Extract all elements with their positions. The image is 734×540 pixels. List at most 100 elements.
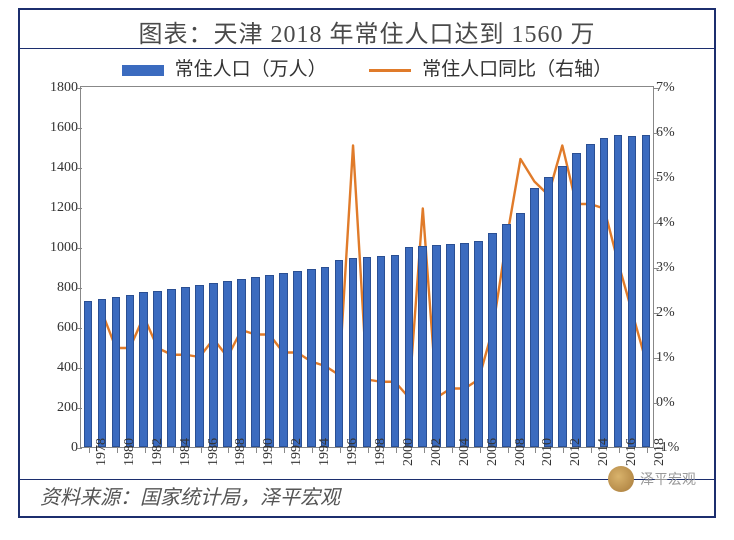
x-tick-label: 2004 [457,432,473,472]
bar [112,297,121,447]
y1-tick-label: 400 [42,360,78,376]
bar [251,277,260,447]
y1-tick [77,448,82,449]
x-tick-label: 2008 [513,432,529,472]
x-tick [173,448,174,453]
x-tick-label: 2006 [485,432,501,472]
x-tick [201,448,202,453]
bar [223,281,232,447]
x-tick [89,448,90,453]
watermark-text: 泽平宏观 [640,469,696,489]
x-tick-label: 1984 [178,432,194,472]
x-tick [508,448,509,453]
x-tick-label: 1998 [373,432,389,472]
y1-tick [77,128,82,129]
x-tick-label: 1982 [150,432,166,472]
y1-tick-label: 800 [42,280,78,296]
bar [405,247,414,447]
y1-tick-label: 1400 [42,160,78,176]
bar [363,257,372,447]
x-tick-label: 1988 [233,432,249,472]
y2-tick [654,358,659,359]
bar [321,267,330,447]
source-text: 资料来源：国家统计局，泽平宏观 [40,481,340,510]
x-tick [424,448,425,453]
bar [572,153,581,447]
y1-tick-label: 0 [42,440,78,456]
x-tick-label: 1996 [345,432,361,472]
bar [349,258,358,447]
x-tick [452,448,453,453]
bar [98,299,107,447]
y1-tick-label: 1800 [42,80,78,96]
x-tick-label: 2018 [652,432,668,472]
bar [488,233,497,447]
y2-tick-label: 0% [656,395,690,411]
chart-title: 图表：天津 2018 年常住人口达到 1560 万 [20,14,714,49]
x-tick [340,448,341,453]
legend-bar-label: 常住人口（万人） [175,59,327,80]
bar [279,273,288,447]
x-tick-label: 1992 [289,432,305,472]
y1-tick [77,408,82,409]
legend-line-label: 常住人口同比（右轴） [422,59,612,80]
bar [153,291,162,447]
bar [265,275,274,447]
x-tick-label: 1994 [317,432,333,472]
bar [446,244,455,447]
y2-tick [654,223,659,224]
legend-bar-swatch [122,65,164,76]
y2-tick-label: 6% [656,125,690,141]
x-tick-label: 2012 [568,432,584,472]
bar [614,135,623,447]
x-tick [368,448,369,453]
bar [167,289,176,447]
bar [586,144,595,447]
x-tick [256,448,257,453]
x-tick [563,448,564,453]
x-tick [535,448,536,453]
y2-tick [654,268,659,269]
plot-area [80,86,654,448]
y2-tick [654,313,659,314]
bar [195,285,204,447]
y1-tick [77,288,82,289]
y1-tick [77,328,82,329]
y2-tick [654,403,659,404]
bar [335,260,344,447]
y1-tick-label: 600 [42,320,78,336]
y2-tick-label: 1% [656,350,690,366]
bar [181,287,190,447]
x-tick-label: 2010 [540,432,556,472]
bar [432,245,441,447]
x-tick [396,448,397,453]
y1-tick [77,368,82,369]
y2-tick-label: 3% [656,260,690,276]
y2-tick [654,178,659,179]
bar [209,283,218,447]
bar [293,271,302,447]
x-tick [647,448,648,453]
x-tick [117,448,118,453]
y1-tick [77,88,82,89]
y1-tick-label: 200 [42,400,78,416]
x-tick-label: 1990 [261,432,277,472]
bar [544,177,553,447]
y1-tick-label: 1000 [42,240,78,256]
x-tick-label: 1986 [206,432,222,472]
title-rule [20,48,714,49]
chart-wrapper: 图表：天津 2018 年常住人口达到 1560 万 常住人口（万人） 常住人口同… [0,0,734,540]
bar [377,256,386,447]
bar [84,301,93,447]
bar [502,224,511,447]
x-tick-label: 1980 [122,432,138,472]
x-tick-label: 1978 [94,432,110,472]
x-tick [145,448,146,453]
y1-tick [77,168,82,169]
x-tick [312,448,313,453]
bar [307,269,316,447]
y2-tick-label: 4% [656,215,690,231]
bar [126,295,135,447]
bar [418,246,427,447]
legend-line-swatch [369,69,411,72]
